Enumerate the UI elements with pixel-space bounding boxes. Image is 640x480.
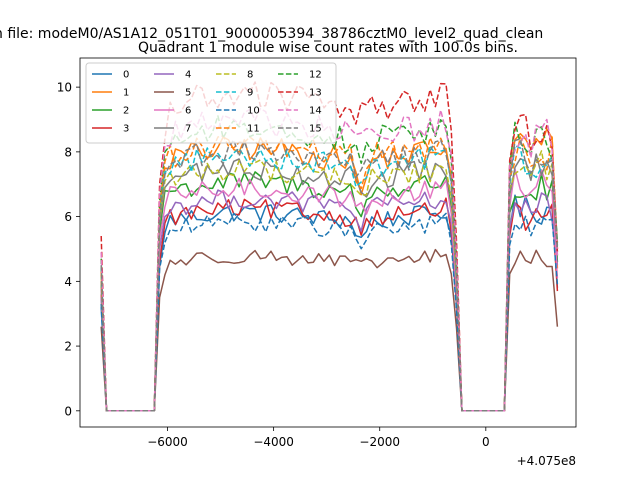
legend-label: 8 (247, 70, 253, 81)
y-tick-label: 4 (64, 275, 72, 289)
legend-label: 9 (247, 88, 253, 99)
x-tick-label: −2000 (359, 435, 400, 449)
y-tick-label: 2 (64, 340, 72, 354)
x-axis: −6000 −4000 −2000 0 (147, 427, 490, 449)
x-tick-label: −4000 (253, 435, 294, 449)
chart-title: Quadrant 1 module wise count rates with … (138, 40, 518, 56)
figure-suptitle: n file: modeM0/AS1A12_051T01_9000005394_… (0, 26, 543, 42)
y-axis: 0 2 4 6 8 10 (57, 81, 80, 418)
x-axis-offset-text: +4.075e8 (517, 454, 576, 468)
legend-label: 3 (123, 124, 129, 135)
legend-label: 13 (309, 88, 322, 99)
legend-label: 7 (185, 124, 191, 135)
y-tick-label: 10 (57, 81, 72, 95)
series-line-2 (100, 171, 559, 412)
series-line-0 (100, 194, 559, 412)
series-line-1 (100, 128, 559, 412)
legend-label: 1 (123, 88, 129, 99)
y-tick-label: 6 (64, 210, 72, 224)
legend-label: 11 (247, 124, 260, 135)
legend-label: 5 (185, 88, 191, 99)
series-line-10 (100, 212, 559, 412)
legend-frame (85, 62, 337, 144)
series-line-5 (100, 248, 559, 412)
series-line-11 (100, 135, 559, 412)
axes-frame (79, 57, 577, 428)
legend-label: 14 (309, 106, 322, 117)
x-tick-label: 0 (482, 435, 490, 449)
legend-label: 2 (123, 106, 129, 117)
legend-label: 6 (185, 106, 191, 117)
series-line-6 (100, 168, 559, 412)
series-line-15 (100, 138, 559, 412)
legend-label: 10 (247, 106, 260, 117)
legend-label: 12 (309, 70, 322, 81)
series-line-4 (100, 189, 559, 412)
legend-label: 4 (185, 70, 191, 81)
series-line-7 (100, 153, 559, 412)
y-tick-label: 8 (64, 145, 72, 159)
x-tick-label: −6000 (147, 435, 188, 449)
y-tick-label: 0 (64, 404, 72, 418)
legend-label: 15 (309, 124, 322, 135)
legend-label: 0 (123, 70, 129, 81)
